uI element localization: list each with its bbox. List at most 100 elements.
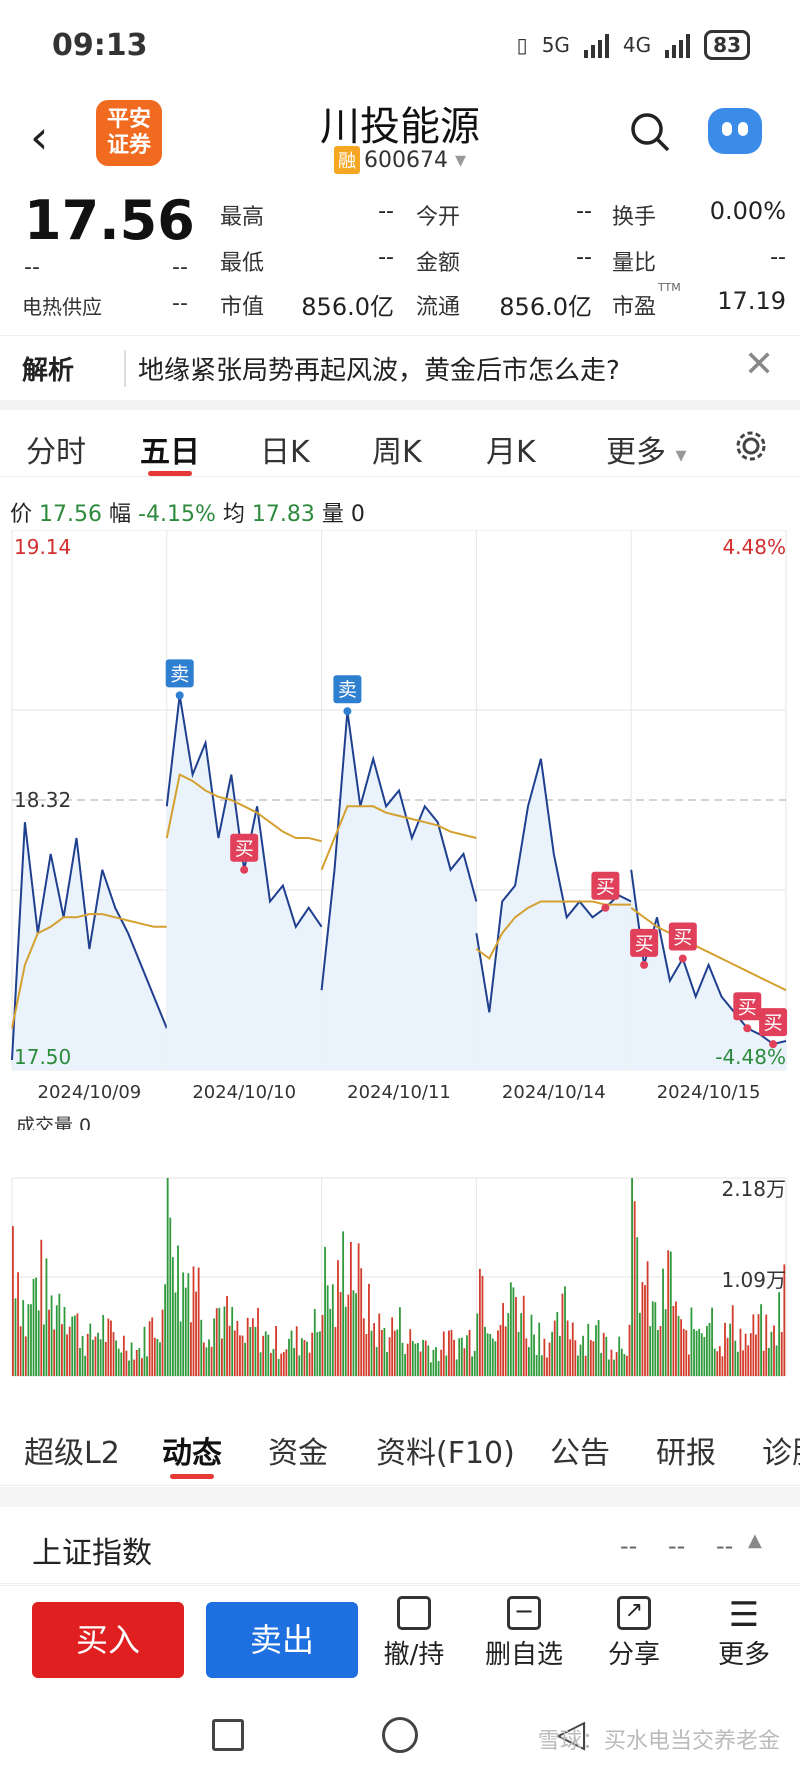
tab-research[interactable]: 研报 bbox=[656, 1436, 716, 1471]
volume-bar bbox=[548, 1342, 551, 1376]
volume-bar bbox=[128, 1360, 130, 1376]
tab-daily-k[interactable]: 日K bbox=[260, 435, 310, 470]
tab-announcements[interactable]: 公告 bbox=[550, 1436, 610, 1471]
tab-f10[interactable]: 资料(F10) bbox=[376, 1436, 515, 1471]
volume-bar bbox=[736, 1351, 739, 1376]
pe-sup: TTM bbox=[658, 281, 681, 294]
caret-down-icon: ▾ bbox=[675, 443, 687, 468]
back-arrow-icon[interactable]: ‹ bbox=[30, 110, 49, 164]
volume-bar bbox=[187, 1273, 190, 1376]
avg-line-day-5 bbox=[630, 906, 787, 992]
volume-bar bbox=[478, 1268, 481, 1376]
tab-more[interactable]: 更多 ▾ bbox=[606, 427, 687, 471]
volume-bar bbox=[780, 1331, 783, 1376]
high-value: -- bbox=[378, 199, 394, 224]
signal-marker-buy bbox=[733, 992, 762, 1021]
y-top-label: 19.14 bbox=[14, 535, 71, 559]
news-text[interactable]: 地缘紧张局势再起风波，黄金后市怎么走? bbox=[124, 350, 620, 387]
volume-bar bbox=[396, 1329, 399, 1376]
avg-line-day-2 bbox=[165, 773, 322, 843]
share-button[interactable]: ↗ 分享 bbox=[584, 1596, 684, 1671]
chart-tabs: 分时 五日 日K 周K 月K 更多 ▾ bbox=[0, 415, 800, 477]
volume-bar bbox=[569, 1339, 572, 1376]
float-value: 856.0亿 bbox=[499, 293, 592, 321]
volume-bar bbox=[66, 1334, 68, 1376]
volume-bar bbox=[543, 1338, 546, 1376]
tab-diagnosis[interactable]: 诊股 bbox=[762, 1436, 800, 1471]
volume-bar bbox=[264, 1331, 267, 1376]
volume-bar bbox=[517, 1331, 520, 1376]
volume-bar bbox=[388, 1337, 391, 1376]
volume-bar bbox=[419, 1351, 422, 1376]
index-row[interactable]: 上证指数 -- -- -- ▲ bbox=[0, 1508, 800, 1584]
info-price: 17.56 bbox=[39, 502, 102, 527]
volume-bar bbox=[698, 1328, 701, 1376]
volume-bar bbox=[141, 1358, 143, 1376]
settings-gear-icon[interactable] bbox=[734, 429, 768, 463]
volume-bar bbox=[471, 1356, 474, 1376]
tab-monthly-k[interactable]: 月K bbox=[486, 435, 536, 470]
index-pct: -- bbox=[716, 1532, 734, 1560]
caret-up-icon[interactable]: ▲ bbox=[748, 1530, 762, 1551]
volume-bar bbox=[613, 1359, 615, 1376]
tab-dynamics[interactable]: 动态 bbox=[162, 1436, 222, 1471]
volume-bar bbox=[58, 1293, 61, 1376]
index-name: 上证指数 bbox=[32, 1536, 152, 1571]
volume-bar bbox=[19, 1326, 22, 1376]
volume-bar bbox=[476, 1313, 479, 1376]
stock-code-row[interactable]: 融 600674 ▾ bbox=[0, 146, 800, 174]
volume-bar bbox=[349, 1241, 352, 1376]
volume-bar bbox=[414, 1343, 417, 1376]
volume-bar bbox=[564, 1286, 566, 1376]
tab-intraday[interactable]: 分时 bbox=[26, 435, 86, 470]
tab-super-l2[interactable]: 超级L2 bbox=[24, 1436, 120, 1471]
status-time: 09:13 bbox=[52, 28, 148, 63]
cancel-hold-button[interactable]: 撤/持 bbox=[364, 1596, 464, 1671]
volume-bar bbox=[448, 1330, 450, 1376]
search-icon[interactable] bbox=[628, 110, 672, 154]
volume-bar bbox=[321, 1314, 324, 1376]
volume-bar bbox=[724, 1322, 726, 1376]
buy-button[interactable]: 买入 bbox=[32, 1602, 184, 1678]
volume-bar bbox=[378, 1313, 381, 1376]
volume-bar bbox=[380, 1329, 383, 1376]
pct-bottom-label: -4.48% bbox=[715, 1045, 786, 1069]
sell-button[interactable]: 卖出 bbox=[206, 1602, 358, 1678]
volume-bar bbox=[319, 1331, 321, 1376]
volume-bar bbox=[55, 1305, 58, 1376]
news-banner[interactable]: 解析 地缘紧张局势再起风波，黄金后市怎么走? ✕ bbox=[0, 335, 800, 395]
volume-bar bbox=[143, 1326, 146, 1376]
recents-square-icon[interactable] bbox=[212, 1719, 244, 1751]
tab-funds[interactable]: 资金 bbox=[268, 1436, 328, 1471]
volume-bar bbox=[726, 1337, 729, 1376]
info-avg: 17.83 bbox=[251, 502, 315, 527]
volume-bar bbox=[293, 1347, 296, 1376]
volume-bar bbox=[646, 1261, 649, 1376]
volume-bar bbox=[156, 1338, 159, 1376]
volume-bar bbox=[752, 1314, 755, 1376]
volume-bar bbox=[546, 1357, 548, 1376]
tab-weekly-k[interactable]: 周K bbox=[372, 435, 422, 470]
quote-panel: 17.56 -- -- 电热供应 -- 最高 -- 最低 -- 市值 856.0… bbox=[0, 185, 800, 330]
volume-bar bbox=[117, 1348, 120, 1376]
app-header: ‹ 平安 证券 川投能源 融 600674 ▾ bbox=[0, 90, 800, 185]
tab-five-day[interactable]: 五日 bbox=[140, 435, 200, 470]
home-circle-icon[interactable] bbox=[382, 1717, 418, 1753]
volume-bar bbox=[220, 1338, 223, 1376]
volume-bar bbox=[357, 1243, 360, 1376]
volume-bar bbox=[360, 1268, 363, 1376]
volume-chart[interactable]: 2.18万 1.09万 bbox=[0, 1170, 800, 1382]
volume-bar bbox=[257, 1307, 259, 1376]
volume-bar bbox=[259, 1352, 262, 1376]
more-button[interactable]: ☰ 更多 bbox=[694, 1596, 794, 1671]
volume-bar bbox=[138, 1348, 141, 1376]
close-icon[interactable]: ✕ bbox=[744, 344, 775, 385]
signal-label-sell: 卖 bbox=[170, 663, 189, 685]
info-price-label: 价 bbox=[10, 502, 33, 527]
signal-icon-2 bbox=[665, 32, 691, 58]
watermark-text: 雪球：买水电当交养老金 bbox=[537, 1729, 780, 1754]
remove-watchlist-button[interactable]: − 删自选 bbox=[474, 1596, 574, 1671]
back-triangle-icon[interactable]: ◁ bbox=[556, 1711, 586, 1755]
assistant-robot-icon[interactable] bbox=[708, 108, 762, 154]
